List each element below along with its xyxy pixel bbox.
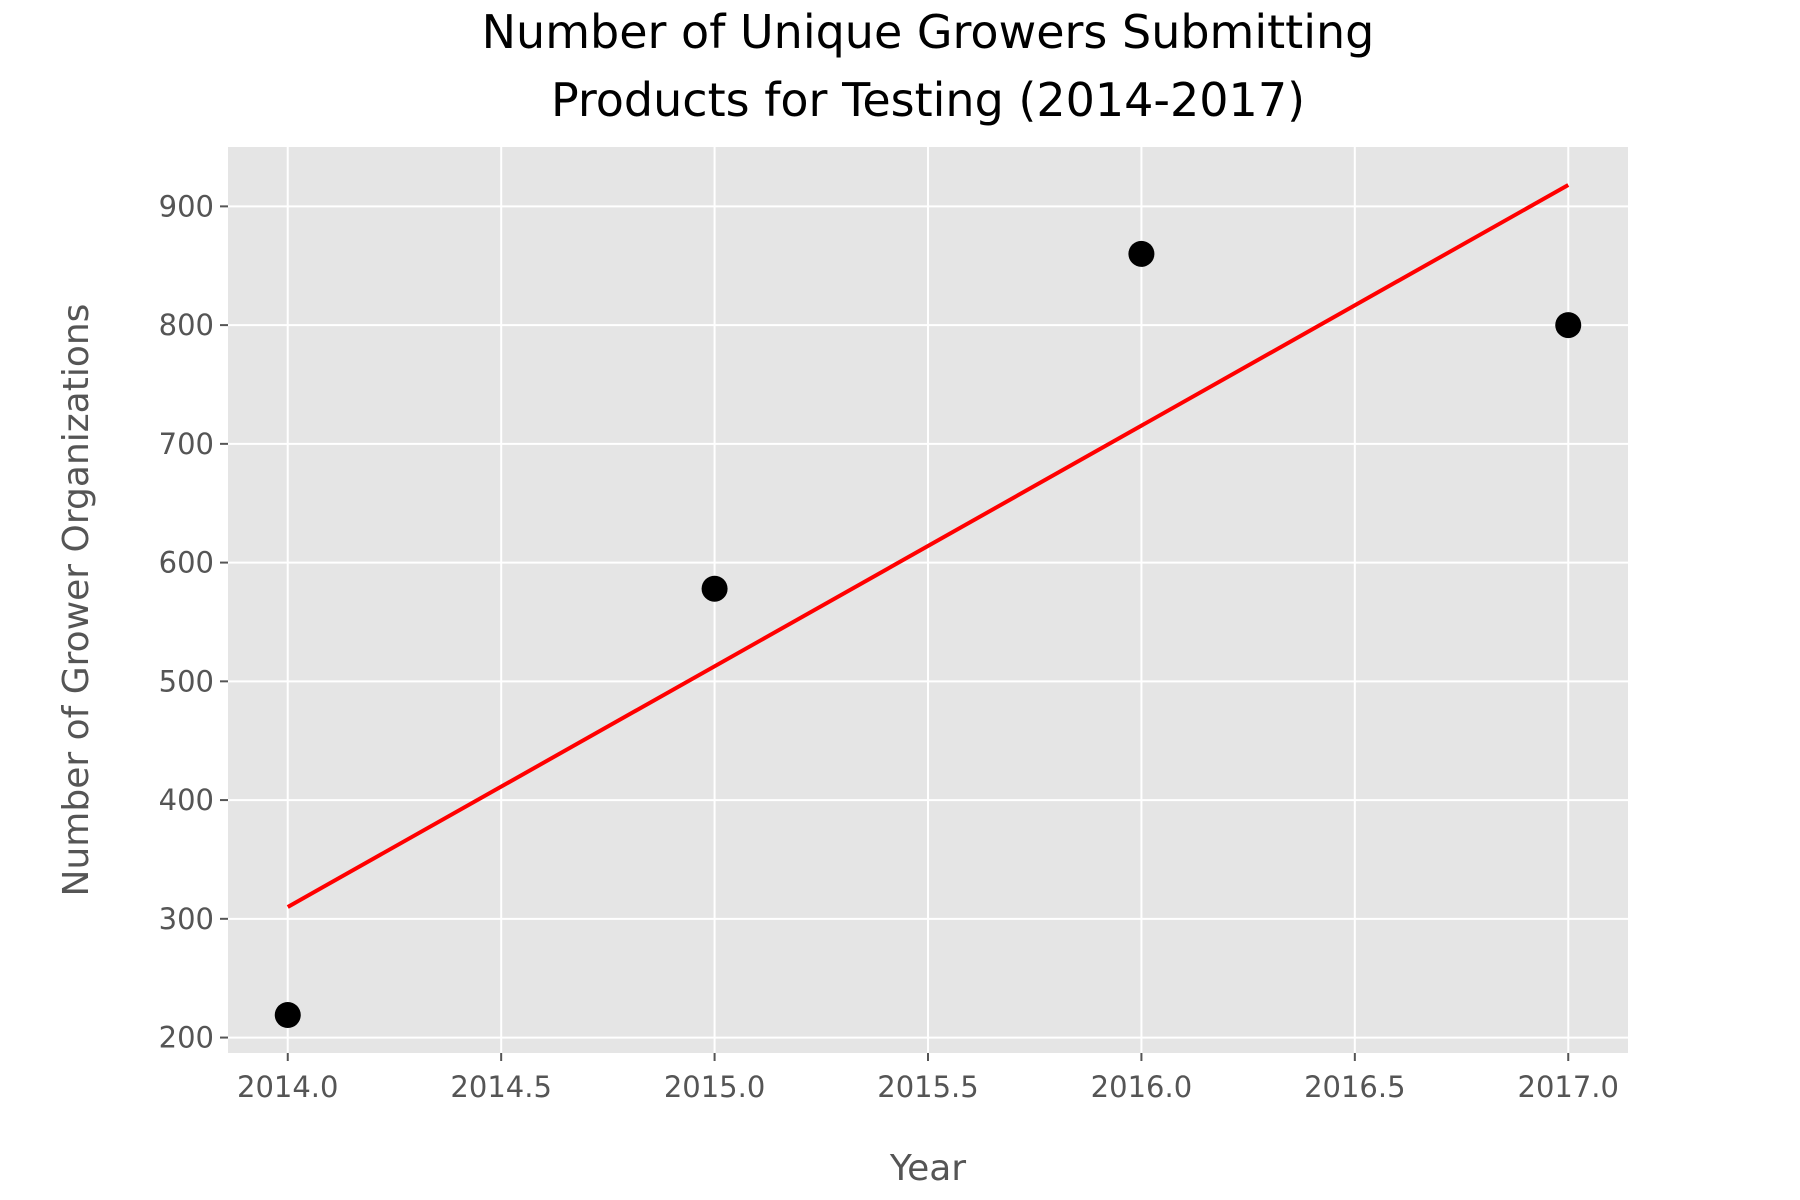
trend-line	[286, 183, 1570, 909]
chart-title-line-2: Products for Testing (2014-2017)	[551, 73, 1305, 127]
x-tick-label: 2015.0	[664, 1070, 765, 1104]
y-tick-label: 700	[159, 427, 214, 461]
grid-lines	[228, 147, 1628, 1053]
y-tick-label: 400	[159, 783, 214, 817]
data-point	[701, 575, 728, 602]
chart-title: Number of Unique Growers Submitting Prod…	[482, 5, 1375, 127]
x-tick-label: 2015.5	[877, 1070, 978, 1104]
y-tick-labels: 200 300 400 500 600 700 800 900	[159, 189, 214, 1054]
data-point	[274, 1002, 301, 1029]
y-tick-label: 300	[159, 902, 214, 936]
y-tick-label: 500	[159, 664, 214, 698]
x-tick-label: 2014.0	[237, 1070, 338, 1104]
chart-title-line-1: Number of Unique Growers Submitting	[482, 5, 1375, 59]
x-tick-label: 2016.5	[1304, 1070, 1405, 1104]
y-tick-label: 200	[159, 1021, 214, 1055]
x-axis-label: Year	[889, 1148, 966, 1189]
data-point	[1555, 312, 1582, 339]
y-tick-label: 600	[159, 546, 214, 580]
data-points	[274, 240, 1582, 1029]
data-point	[1128, 240, 1155, 267]
y-tick-label: 800	[159, 308, 214, 342]
x-tick-label: 2014.5	[450, 1070, 551, 1104]
x-tick-labels: 2014.0 2014.5 2015.0 2015.5 2016.0 2016.5 2017…	[237, 1070, 1619, 1104]
tick-marks	[220, 205, 1570, 1061]
x-tick-label: 2016.0	[1091, 1070, 1192, 1104]
y-axis-label: Number of Grower Organizations	[56, 304, 97, 897]
y-tick-label: 900	[159, 189, 214, 223]
x-tick-label: 2017.0	[1518, 1070, 1619, 1104]
